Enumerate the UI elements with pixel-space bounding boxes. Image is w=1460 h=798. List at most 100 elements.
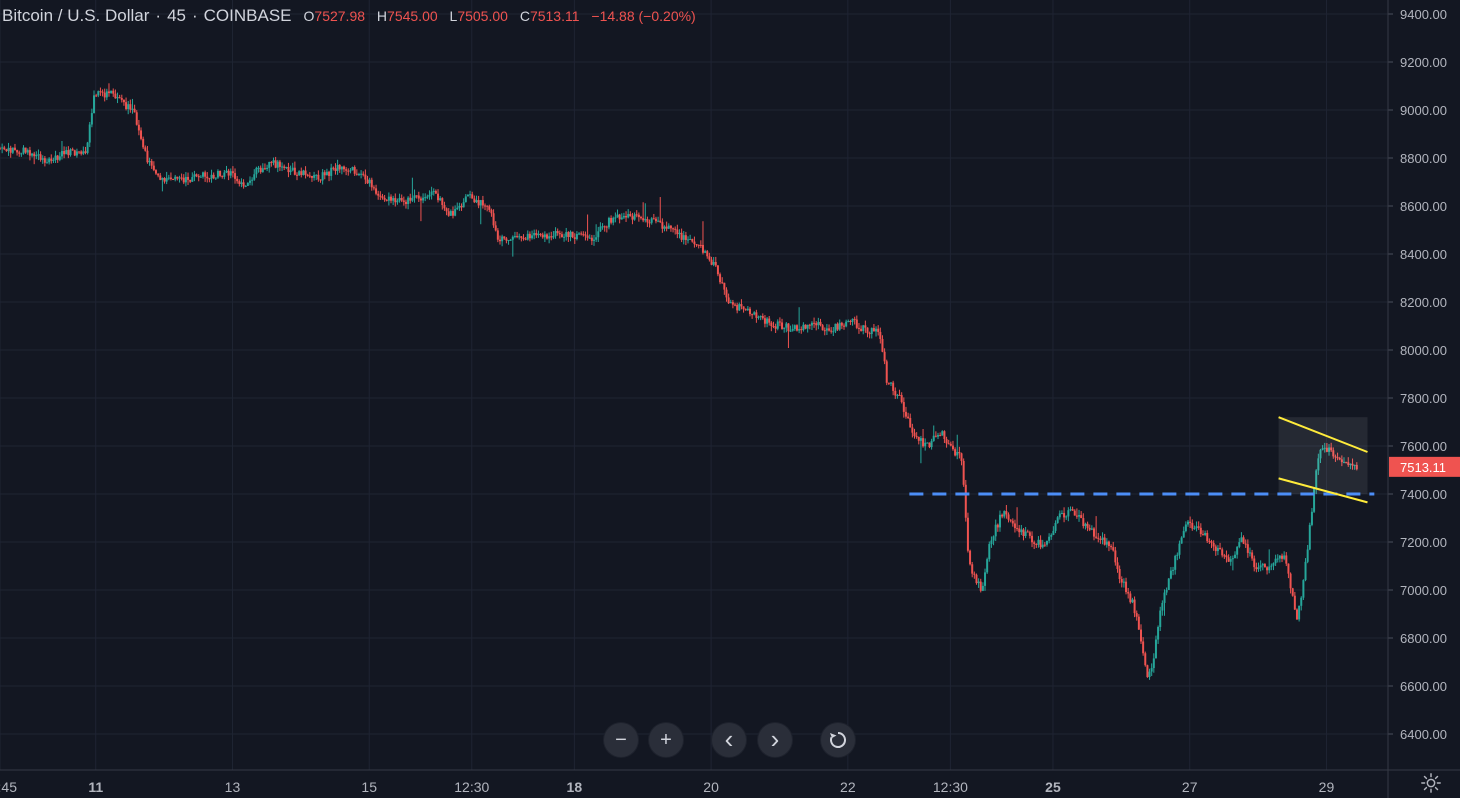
candle-body — [1251, 552, 1254, 559]
candle-body — [689, 238, 692, 240]
candle-body — [902, 402, 905, 412]
candle-body — [932, 435, 935, 441]
candle-body — [1178, 543, 1181, 555]
candle-body — [1347, 462, 1350, 465]
candle-body — [65, 150, 68, 155]
candle-body — [1342, 461, 1345, 463]
candle-body — [488, 206, 491, 210]
candle-body — [1090, 528, 1093, 530]
candle-body — [1285, 555, 1288, 564]
price-tick-label: 8200.00 — [1400, 295, 1447, 310]
gear-icon[interactable] — [1420, 772, 1442, 794]
candle-body — [479, 200, 482, 206]
candle-body — [851, 318, 854, 322]
candle-body — [1146, 665, 1149, 678]
candle-body — [1334, 456, 1337, 458]
candle-body — [118, 97, 121, 99]
candle-body — [1169, 570, 1172, 579]
candle-body — [184, 176, 187, 183]
candle-body — [1206, 532, 1209, 542]
candle-body — [830, 330, 833, 332]
interval-label[interactable]: 45 — [167, 6, 186, 25]
symbol-name[interactable]: Bitcoin / U.S. Dollar — [2, 6, 150, 25]
reset-icon — [830, 732, 846, 748]
candle-body — [22, 147, 25, 154]
candle-body — [652, 218, 655, 220]
channel-box[interactable] — [1278, 417, 1368, 494]
candle-body — [1084, 523, 1087, 527]
candle-body — [357, 174, 360, 176]
candle-body — [1150, 668, 1153, 672]
candle-body — [821, 325, 824, 331]
candle-body — [263, 168, 266, 170]
candle-body — [1080, 515, 1083, 519]
candle-body — [520, 236, 523, 238]
candle-body — [1323, 447, 1326, 449]
zoom-out-button[interactable]: − — [604, 723, 638, 757]
candle-body — [1317, 458, 1320, 471]
candle-body — [740, 304, 743, 307]
candle-body — [1133, 599, 1136, 614]
candle-body — [930, 440, 933, 448]
zoom-in-button[interactable]: + — [649, 723, 683, 757]
close-label: C — [519, 8, 530, 24]
candle-body — [26, 150, 29, 153]
candle-body — [746, 308, 749, 311]
candle-body — [573, 237, 576, 240]
candle-body — [107, 91, 110, 94]
price-tick-label: 6600.00 — [1400, 679, 1447, 694]
candle-body — [644, 219, 647, 221]
candle-body — [866, 327, 869, 334]
candle-body — [1325, 447, 1328, 452]
candle-body — [191, 177, 194, 182]
candle-body — [528, 233, 531, 239]
reset-chart-button[interactable] — [821, 723, 855, 757]
candle-body — [362, 173, 365, 175]
candle-body — [445, 208, 448, 212]
exchange-label: COINBASE — [203, 6, 292, 25]
candle-body — [86, 142, 89, 153]
channel-upper-line[interactable] — [1278, 416, 1368, 453]
candle-body — [142, 138, 145, 148]
candle-body — [466, 194, 469, 197]
candle-body — [618, 214, 621, 220]
time-axis[interactable]: 11:45 11 13 15 12:30 18 20 22 12:30 25 27 29 — [0, 769, 1460, 795]
candle-body — [283, 166, 286, 168]
scroll-left-button[interactable]: ‹ — [712, 723, 746, 757]
chart-navigation: − + ‹ › — [604, 723, 864, 759]
candle-body — [375, 188, 378, 194]
candle-body — [385, 199, 388, 201]
candle-body — [308, 175, 311, 177]
candle-body — [9, 147, 12, 153]
candle-body — [966, 517, 969, 551]
candle-body — [625, 215, 628, 218]
candle-body — [50, 158, 53, 161]
candle-body — [1007, 514, 1010, 520]
candle-body — [990, 540, 993, 545]
candle-body — [601, 226, 604, 228]
candle-body — [231, 171, 234, 174]
candle-body — [597, 231, 600, 238]
candle-body — [776, 321, 779, 329]
scroll-right-button[interactable]: › — [758, 723, 792, 757]
candle-body — [892, 382, 895, 391]
candle-body — [552, 236, 555, 238]
candle-body — [885, 361, 888, 383]
candle-body — [511, 236, 514, 240]
time-tick-label: 20 — [703, 779, 719, 795]
candle-body — [1225, 555, 1228, 558]
candle-body — [165, 178, 168, 182]
price-tick-label: 8600.00 — [1400, 199, 1447, 214]
candle-body — [949, 443, 952, 446]
candle-body — [986, 559, 989, 573]
channel-lower-line[interactable] — [1278, 477, 1368, 504]
candle-body — [800, 329, 803, 331]
candle-body — [984, 572, 987, 586]
price-axis[interactable]: 9400.00 9200.00 9000.00 8800.00 8600.00 8400.… — [1387, 0, 1460, 798]
candle-body — [88, 124, 91, 143]
candle-body — [458, 205, 461, 208]
candle-body — [877, 328, 880, 332]
candle-body — [1304, 561, 1307, 581]
candle-body — [951, 445, 954, 450]
